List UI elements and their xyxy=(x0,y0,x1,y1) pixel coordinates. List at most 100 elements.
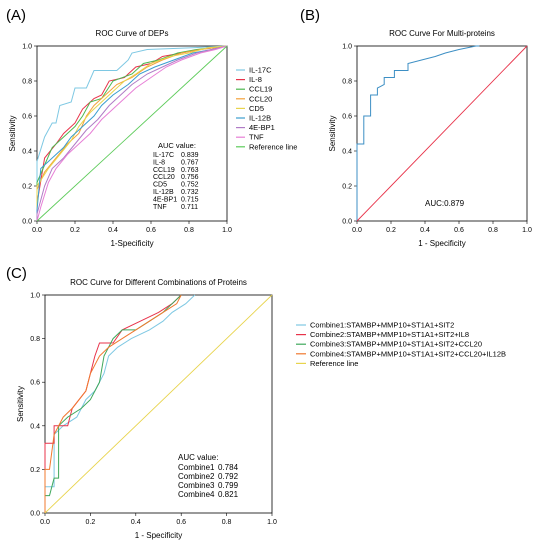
auc-name: CCL19 xyxy=(153,167,175,174)
auc-name: IL-12B xyxy=(153,189,174,196)
chart-b-x-tick-label: 0.4 xyxy=(420,227,430,234)
chart-a-y-tick-label: 0.8 xyxy=(22,79,32,86)
auc-value: 0.763 xyxy=(181,167,199,174)
legend-label: IL-12B xyxy=(249,114,271,123)
auc-value: 0.752 xyxy=(181,182,199,189)
legend-label: Reference line xyxy=(249,142,297,151)
chart-b-y-axis-label: Sensitivity xyxy=(328,115,337,151)
chart-c-x-tick-label: 0.0 xyxy=(40,519,50,526)
chart-b-y-tick-label: 0.6 xyxy=(342,114,352,121)
chart-c-y-tick-label: 0.4 xyxy=(30,423,40,430)
chart-a-y-tick-label: 1.0 xyxy=(22,44,32,51)
chart-b-series-line-s0 xyxy=(356,45,480,221)
legend-label: Combine1:STAMBP+MMP10+ST1A1+SIT2 xyxy=(310,321,454,330)
auc-name: CCL20 xyxy=(153,174,175,181)
auc-name: TNF xyxy=(153,204,167,211)
auc-name: CD5 xyxy=(153,182,167,189)
chart-b-x-tick-label: 0.8 xyxy=(488,227,498,234)
legend-label: IL-17C xyxy=(249,66,272,75)
chart-c-x-tick-label: 0.6 xyxy=(176,519,186,526)
chart-a-series-line-4e-bp1 xyxy=(36,45,228,221)
chart-c-y-tick-label: 1.0 xyxy=(30,293,40,300)
chart-a-series-line-reference-line xyxy=(36,45,228,222)
auc-value: 0.839 xyxy=(181,152,199,159)
chart-a-y-tick-label: 0.2 xyxy=(22,184,32,191)
chart-a-series-line-ccl19 xyxy=(36,45,228,221)
chart-b-x-tick-label: 0.0 xyxy=(352,227,362,234)
chart-b-y-tick-label: 0.2 xyxy=(342,184,352,191)
chart-a-x-axis-label: 1-Specificity xyxy=(110,239,153,248)
legend-label: TNF xyxy=(249,133,264,142)
chart-c-x-tick-label: 1.0 xyxy=(267,519,277,526)
chart-a-x-tick-label: 1.0 xyxy=(222,227,232,234)
chart-a-x-tick-label: 0.4 xyxy=(108,227,118,234)
chart-a: ROC Curve of DEPs 0.00.0 0.2 0.2 0.4 0.4 0.6 0.… xyxy=(8,29,297,248)
chart-c-y-tick-label: 0.0 xyxy=(30,511,40,518)
chart-c-series-line-combine1 xyxy=(44,294,196,513)
chart-b-y-tick-label: 0.0 xyxy=(342,219,352,226)
legend-label: 4E-BP1 xyxy=(249,123,275,132)
chart-c-x-axis-label: 1 - Specificity xyxy=(135,531,183,540)
chart-c-title: ROC Curve for Different Combinations of … xyxy=(70,278,247,287)
legend-label: CCL19 xyxy=(249,85,272,94)
chart-b-x-axis-label: 1 - Specificity xyxy=(418,239,466,248)
chart-b-x-tick-label: 0.6 xyxy=(454,227,464,234)
chart-c-y-axis-label: Sensitivity xyxy=(16,386,25,422)
auc-value: 0.784 xyxy=(218,463,239,472)
chart-a-title: ROC Curve of DEPs xyxy=(96,29,169,38)
panel-c-label: (C) xyxy=(6,265,27,282)
chart-a-series-line-il-12b xyxy=(36,45,228,221)
panel-b-label: (B) xyxy=(300,7,320,24)
auc-title: AUC value: xyxy=(178,453,218,462)
chart-a-y-tick-label: 0.0 xyxy=(22,219,32,226)
chart-a-y-tick-label: 0.4 xyxy=(22,149,32,156)
auc-value: 0.821 xyxy=(218,490,239,499)
auc-title: AUC value: xyxy=(158,141,196,150)
chart-c-y-tick-label: 0.6 xyxy=(30,380,40,387)
chart-b-y-tick-label: 0.4 xyxy=(342,149,352,156)
legend-label: CD5 xyxy=(249,104,264,113)
chart-c-y-tick-label: 0.2 xyxy=(30,467,40,474)
auc-name: 4E-BP1 xyxy=(153,196,177,203)
chart-a-series-line-tnf xyxy=(36,45,228,222)
chart-b-y-tick-label: 0.8 xyxy=(342,79,352,86)
chart-b-series-line-s1 xyxy=(356,45,528,222)
legend-label: Combine4:STAMBP+MMP10+ST1A1+SIT2+CCL20+I… xyxy=(310,349,506,358)
chart-b-x-tick-label: 1.0 xyxy=(522,227,532,234)
chart-b-x-tick-label: 0.2 xyxy=(386,227,396,234)
auc-value: 0.792 xyxy=(218,472,239,481)
legend-label: Combine2:STAMBP+MMP10+ST1A1+SIT2+IL8 xyxy=(310,330,469,339)
chart-b: ROC Curve For Multi-proteins 0.00.0 0.2 0.2… xyxy=(328,29,532,248)
chart-c-x-tick-label: 0.4 xyxy=(131,519,141,526)
auc-value: 0.715 xyxy=(181,196,199,203)
auc-name: IL-8 xyxy=(153,159,165,166)
legend-label: Combine3:STAMBP+MMP10+ST1A1+SIT2+CCL20 xyxy=(310,340,482,349)
auc-value: 0.799 xyxy=(218,481,239,490)
chart-a-x-tick-label: 0.0 xyxy=(32,227,42,234)
chart-a-y-axis-label: Sensitivity xyxy=(8,115,17,151)
legend-label: Reference line xyxy=(310,359,358,368)
chart-c-y-tick-label: 0.8 xyxy=(30,336,40,343)
chart-c-x-tick-label: 0.8 xyxy=(222,519,232,526)
chart-c: ROC Curve for Different Combinations of … xyxy=(16,278,506,540)
chart-b-title: ROC Curve For Multi-proteins xyxy=(389,29,495,38)
chart-a-series-line-cd5 xyxy=(36,45,228,221)
auc-value: 0.756 xyxy=(181,174,199,181)
auc-name: IL-17C xyxy=(153,152,174,159)
chart-c-series-line-ref-c xyxy=(44,294,273,514)
auc-name: Combine1 xyxy=(178,463,215,472)
chart-c-x-tick-label: 0.2 xyxy=(86,519,96,526)
auc-text: AUC:0.879 xyxy=(425,199,465,208)
chart-a-x-tick-label: 0.6 xyxy=(146,227,156,234)
auc-value: 0.711 xyxy=(181,204,198,211)
chart-a-x-tick-label: 0.8 xyxy=(184,227,194,234)
auc-value: 0.732 xyxy=(181,189,199,196)
panel-a-label: (A) xyxy=(6,7,26,24)
auc-value: 0.767 xyxy=(181,159,199,166)
chart-a-y-tick-label: 0.6 xyxy=(22,114,32,121)
auc-name: Combine4 xyxy=(178,490,215,499)
auc-name: Combine2 xyxy=(178,472,215,481)
chart-b-y-tick-label: 1.0 xyxy=(342,44,352,51)
legend-label: CCL20 xyxy=(249,94,272,103)
